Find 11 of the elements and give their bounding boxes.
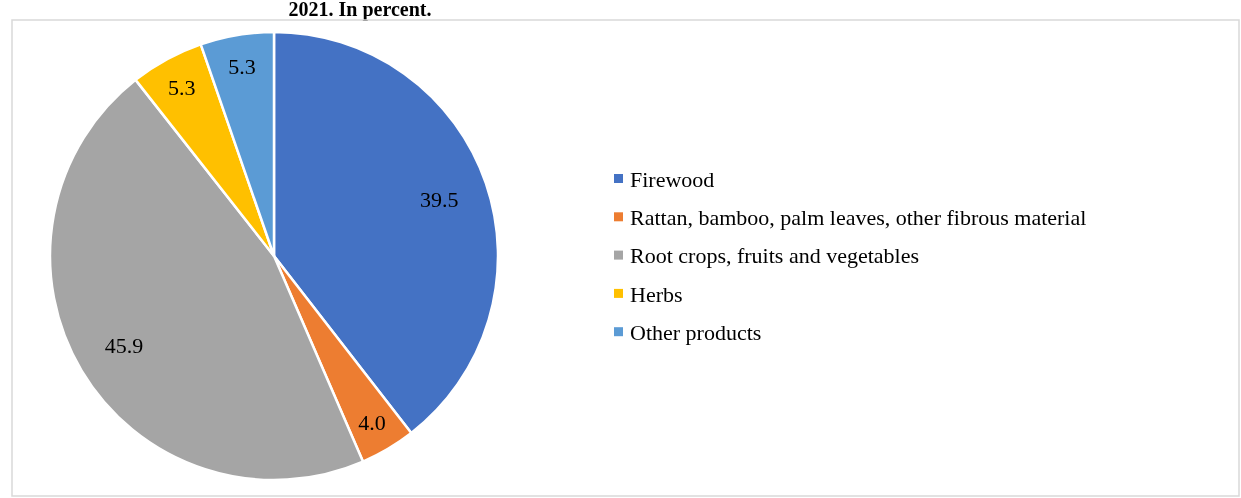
data-label: 5.3 (228, 53, 256, 79)
data-label: 39.5 (420, 187, 459, 213)
chart-title: 2021. In percent. (288, 0, 432, 21)
legend-label: Herbs (630, 281, 683, 307)
legend-label: Root crops, fruits and vegetables (630, 243, 919, 269)
legend-label: Other products (630, 319, 762, 345)
legend-label: Rattan, bamboo, palm leaves, other fibrous material (630, 205, 1087, 230)
data-label: 4.0 (358, 409, 386, 435)
data-label: 5.3 (167, 74, 196, 100)
data-label: 45.9 (104, 333, 144, 359)
legend-label: Firewood (630, 166, 715, 192)
